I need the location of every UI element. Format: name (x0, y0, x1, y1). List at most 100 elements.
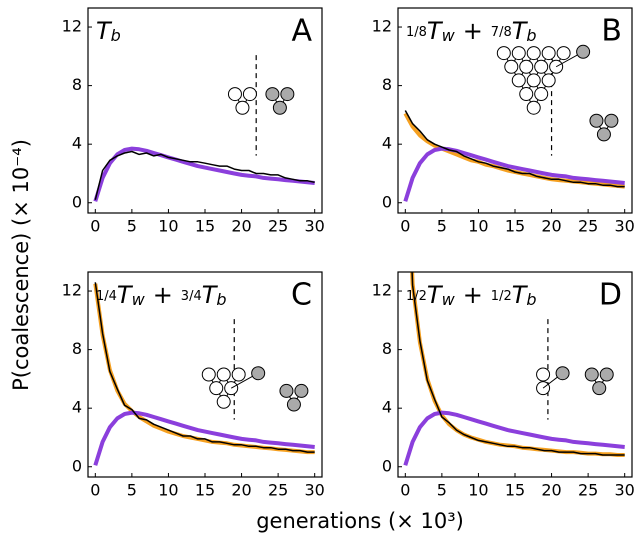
y-axis-label: P(coalescence) (× 10⁻⁴) (9, 139, 33, 391)
panel-title: Tb (96, 17, 121, 45)
title-part: T (117, 281, 134, 309)
x-tick-label: 25 (268, 481, 288, 500)
title-part: b (526, 26, 536, 45)
x-tick-label: 5 (127, 481, 137, 500)
title-part: w (132, 290, 146, 309)
tree-node (526, 100, 541, 115)
x-tick-label: 30 (615, 217, 635, 236)
title-part: 1/2 (491, 289, 512, 304)
title-part: 1/4 (96, 289, 117, 304)
x-tick-label: 20 (231, 217, 251, 236)
y-tick-label: 12 (372, 281, 392, 300)
title-part: w (442, 26, 456, 45)
title-part: 3/4 (181, 289, 202, 304)
tree-node (209, 381, 224, 396)
series-line (403, 410, 625, 466)
plot-frame (87, 7, 323, 214)
tree-node (286, 397, 301, 412)
x-tick-label: 20 (541, 481, 561, 500)
y-tick-label: 8 (382, 339, 392, 358)
x-tick-label: 30 (305, 481, 325, 500)
tree-node (294, 383, 309, 398)
tree-node (536, 367, 551, 382)
x-tick-label: 30 (305, 217, 325, 236)
title-part: + (153, 281, 173, 309)
y-tick-label: 0 (72, 192, 82, 211)
y-tick-label: 8 (72, 339, 82, 358)
tree-node (556, 46, 571, 61)
series-line (404, 110, 625, 188)
x-tick-label: 10 (468, 481, 488, 500)
panel-label: C (291, 278, 312, 313)
tree-node (526, 46, 541, 61)
tree-node (511, 46, 526, 61)
tree-node (280, 87, 295, 102)
title-part: + (463, 281, 483, 309)
tree-node (541, 73, 556, 88)
panel-title: 1/8Tw +7/8Tb (406, 17, 537, 45)
x-tick-label: 25 (578, 481, 598, 500)
y-tick-label: 4 (72, 398, 82, 417)
title-part: b (216, 290, 226, 309)
panel-label: A (291, 14, 312, 49)
tree-node (592, 381, 607, 396)
tree-node (596, 127, 611, 142)
panel: 0 4 8 12 0 5 10 15 20 25 30 A Tb (62, 7, 325, 236)
tree-node (265, 87, 280, 102)
x-tick-label: 15 (195, 481, 215, 500)
x-tick-label: 25 (578, 217, 598, 236)
panel-label: D (599, 278, 622, 313)
title-part: T (512, 281, 529, 309)
tree-node (576, 44, 591, 59)
y-tick-label: 0 (382, 456, 392, 475)
x-tick-label: 0 (400, 481, 410, 500)
tree-node (272, 100, 287, 115)
x-tick-label: 5 (127, 217, 137, 236)
tree-node (519, 87, 534, 102)
tree-node (201, 367, 216, 382)
y-tick-label: 0 (382, 192, 392, 211)
tree-node (496, 46, 511, 61)
series-line (410, 272, 625, 457)
series-line (93, 410, 315, 466)
tree-node (216, 394, 231, 409)
x-tick-label: 15 (505, 481, 525, 500)
x-tick-label: 0 (90, 481, 100, 500)
series-line (403, 146, 625, 202)
panel-label: B (601, 14, 622, 49)
x-tick-label: 10 (158, 217, 178, 236)
tree-node (541, 46, 556, 61)
y-tick-label: 4 (382, 398, 392, 417)
x-tick-label: 30 (615, 481, 635, 500)
tree-node (235, 100, 250, 115)
tree-node (599, 367, 614, 382)
x-tick-label: 0 (90, 217, 100, 236)
y-tick-label: 12 (62, 17, 82, 36)
title-part: 1/8 (406, 25, 427, 40)
tree-node (227, 87, 242, 102)
plot-frame (397, 271, 633, 478)
plot-frame (397, 7, 633, 214)
tree-node (519, 59, 534, 74)
x-tick-label: 20 (231, 481, 251, 500)
y-tick-label: 4 (72, 134, 82, 153)
panel-title: 1/2Tw +1/2Tb (406, 281, 537, 309)
tree-node (251, 366, 266, 381)
series-line (93, 146, 315, 202)
tree-node (242, 87, 257, 102)
title-part: w (442, 290, 456, 309)
tree-node (231, 367, 246, 382)
series-line (94, 150, 315, 200)
series-line (94, 282, 315, 453)
x-tick-label: 10 (158, 481, 178, 500)
title-part: b (111, 26, 121, 45)
x-tick-label: 15 (505, 217, 525, 236)
tree-node (279, 383, 294, 398)
x-tick-label: 15 (195, 217, 215, 236)
title-part: T (427, 17, 444, 45)
tree-node (555, 366, 570, 381)
y-tick-label: 12 (62, 281, 82, 300)
